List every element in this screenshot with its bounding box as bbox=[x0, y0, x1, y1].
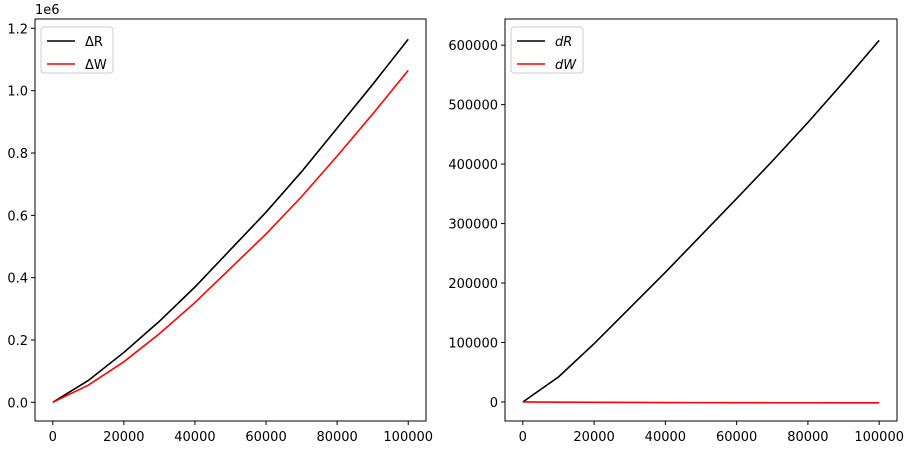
x-tick-label: 80000 bbox=[316, 430, 357, 445]
x-tick-label: 60000 bbox=[245, 430, 286, 445]
y-tick-label: 0.0 bbox=[7, 396, 28, 411]
x-tick-label: 80000 bbox=[787, 430, 828, 445]
y-tick-label: 0.6 bbox=[7, 209, 28, 224]
y-tick-label: 100000 bbox=[448, 337, 498, 352]
y-tick-label: 0.8 bbox=[7, 147, 28, 162]
y-tick-label: 0.2 bbox=[7, 334, 28, 349]
x-tick-label: 40000 bbox=[645, 430, 686, 445]
y-tick-label: 400000 bbox=[448, 158, 498, 173]
y-tick-label: 0 bbox=[490, 396, 498, 411]
offset-label: 1e6 bbox=[35, 3, 60, 18]
legend-box bbox=[510, 26, 584, 74]
x-tick-label: 100000 bbox=[854, 430, 904, 445]
y-tick-label: 1.0 bbox=[7, 85, 28, 100]
legend-box bbox=[40, 26, 114, 74]
legend-label: ΔW bbox=[85, 58, 107, 73]
y-tick-label: 300000 bbox=[448, 218, 498, 233]
x-tick-label: 100000 bbox=[383, 430, 433, 445]
x-tick-label: 60000 bbox=[716, 430, 757, 445]
series-line bbox=[52, 69, 409, 404]
series-line bbox=[52, 38, 409, 403]
y-tick-label: 0.4 bbox=[7, 272, 28, 287]
y-tick-label: 1.2 bbox=[7, 22, 28, 37]
y-tick-label: 200000 bbox=[448, 277, 498, 292]
axes-frame bbox=[504, 18, 898, 422]
series-line bbox=[522, 401, 880, 404]
x-tick-label: 40000 bbox=[174, 430, 215, 445]
y-tick-label: 600000 bbox=[448, 39, 498, 54]
x-tick-label: 0 bbox=[49, 430, 57, 445]
series-line bbox=[522, 39, 880, 403]
legend-label: dW bbox=[555, 58, 577, 73]
legend-label: ΔR bbox=[85, 35, 103, 50]
y-tick-label: 500000 bbox=[448, 99, 498, 114]
x-tick-label: 20000 bbox=[103, 430, 144, 445]
x-tick-label: 0 bbox=[519, 430, 527, 445]
axes-frame bbox=[34, 18, 427, 422]
x-tick-label: 20000 bbox=[573, 430, 614, 445]
legend-label: dR bbox=[555, 35, 572, 50]
